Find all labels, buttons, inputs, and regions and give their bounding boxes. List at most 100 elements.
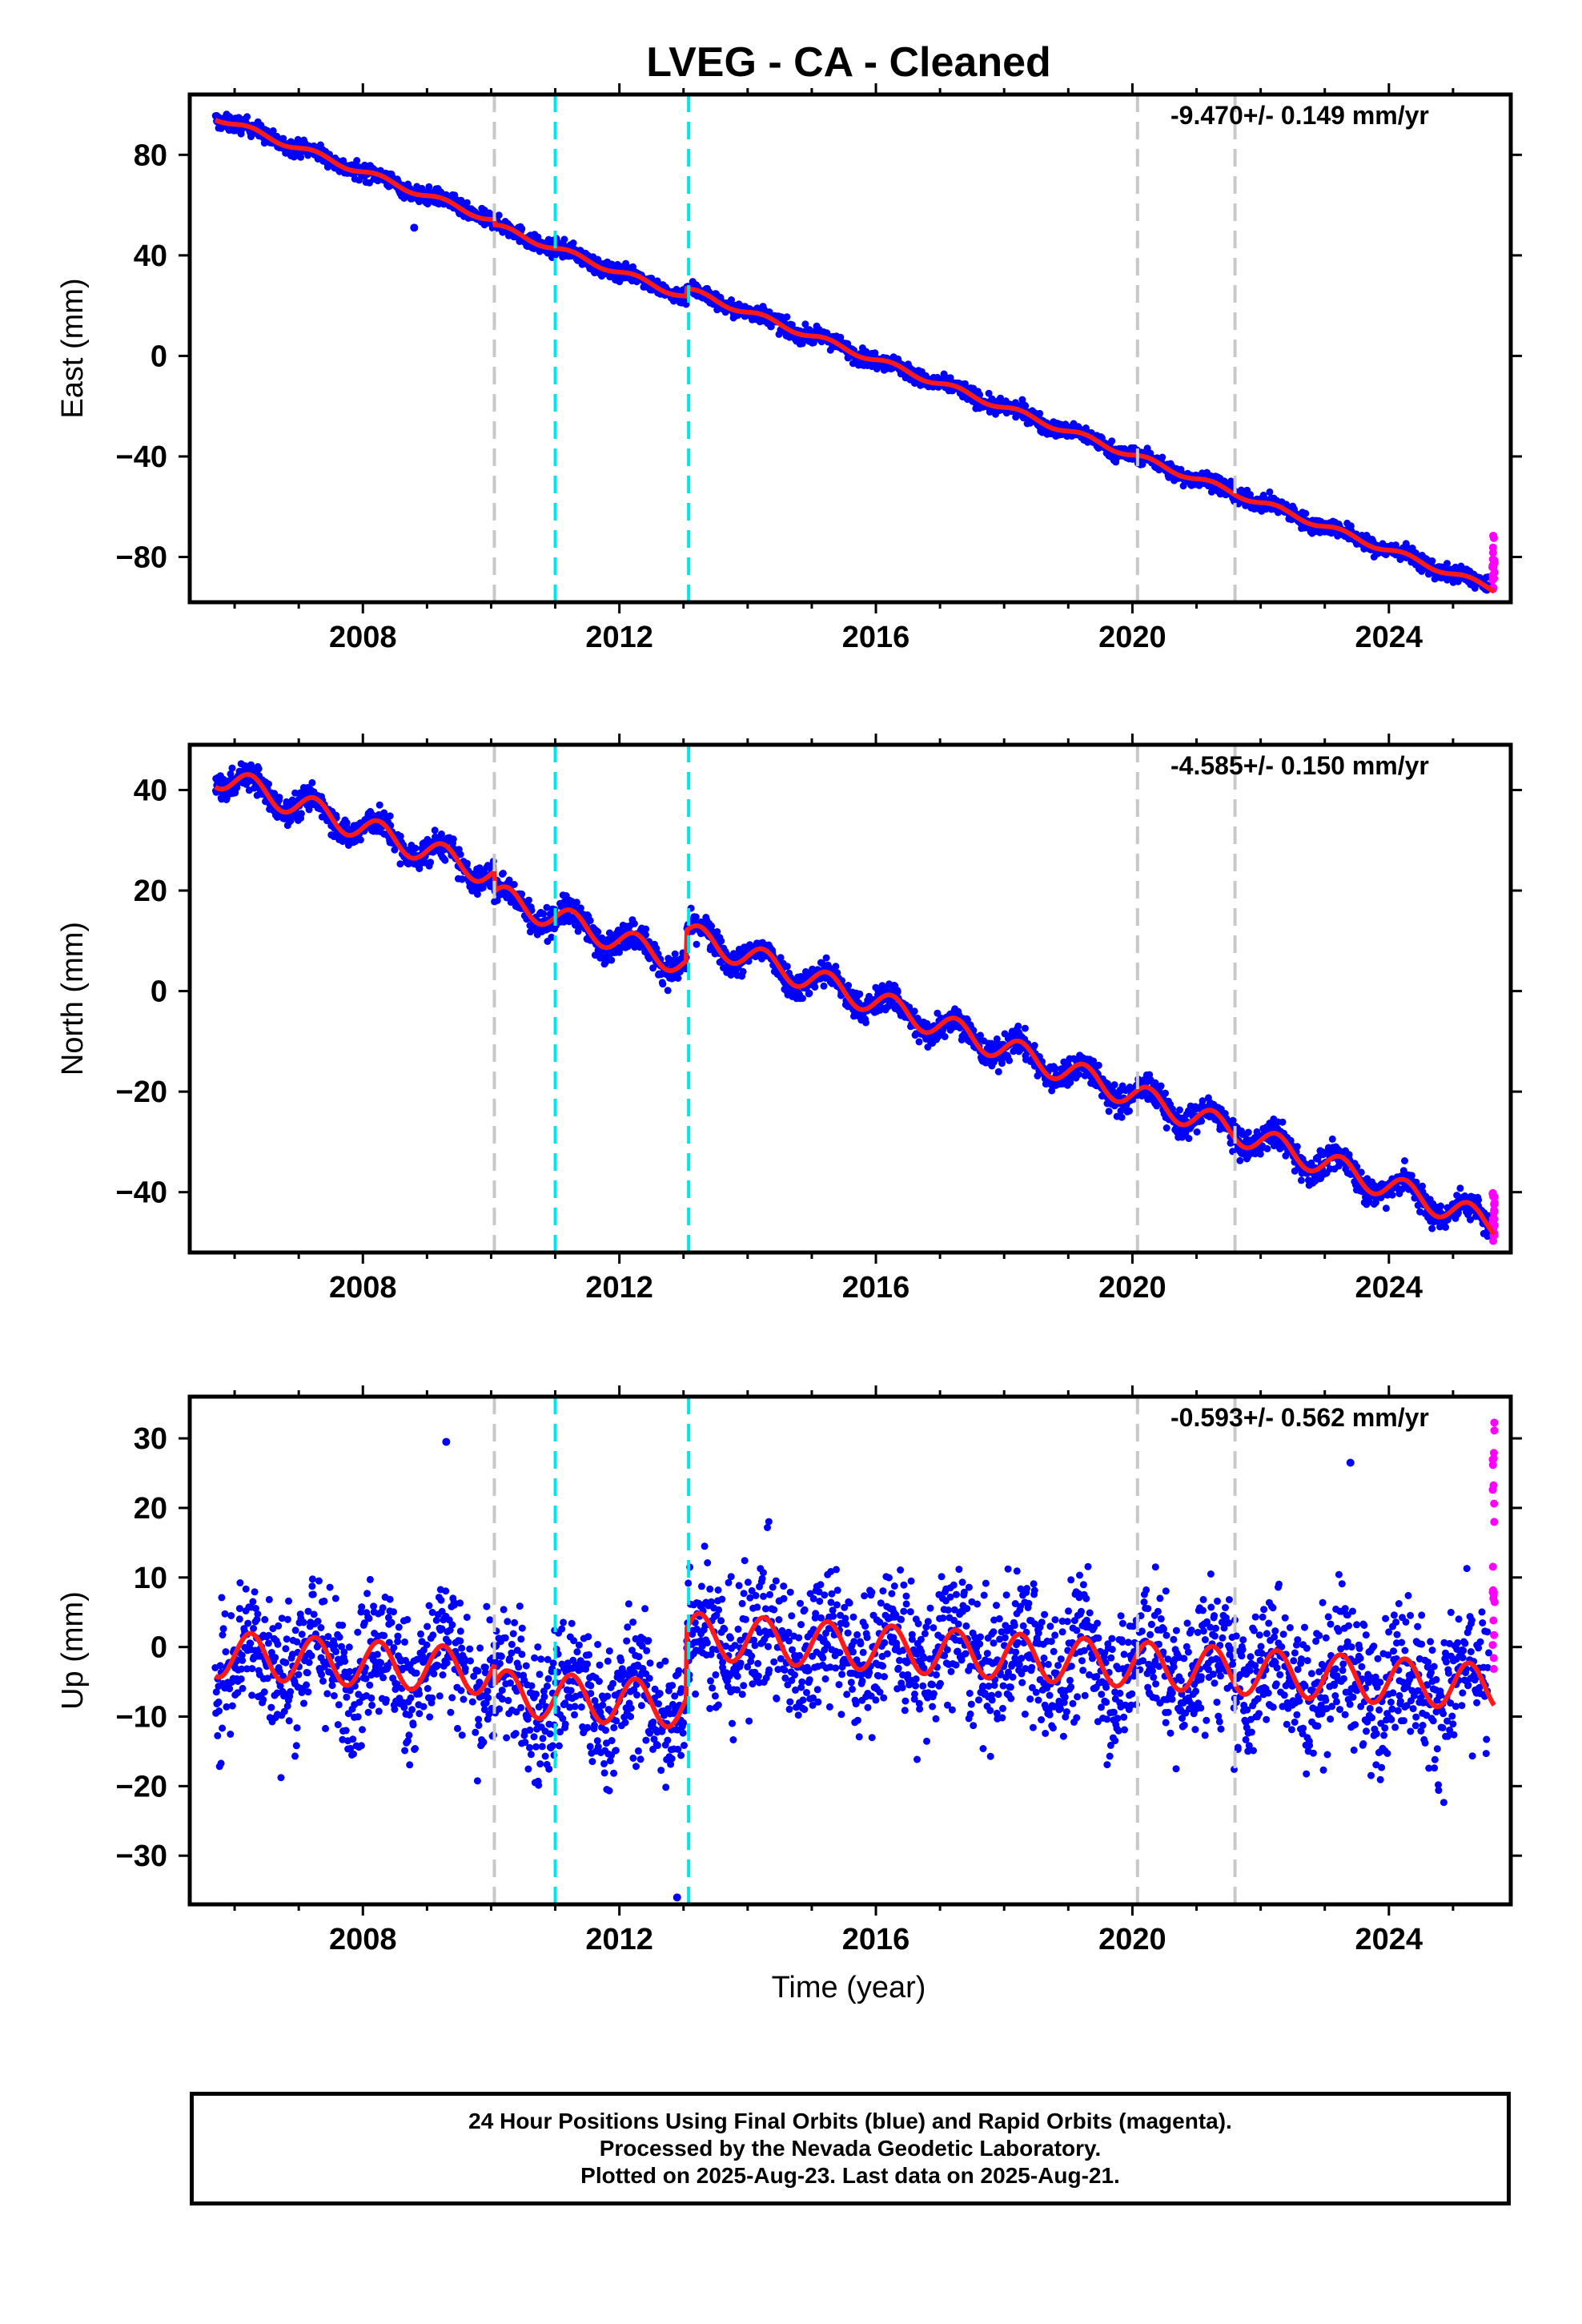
data-point bbox=[386, 812, 394, 820]
data-point bbox=[642, 925, 650, 933]
data-point bbox=[671, 950, 679, 958]
data-point bbox=[1110, 1081, 1118, 1089]
chart-title: LVEG - CA - Cleaned bbox=[646, 39, 1051, 86]
data-point bbox=[510, 881, 518, 888]
data-point bbox=[862, 1019, 869, 1027]
data-point bbox=[576, 904, 584, 912]
data-point bbox=[608, 956, 616, 964]
data-point bbox=[998, 1059, 1006, 1068]
data-point bbox=[339, 157, 347, 165]
data-point bbox=[822, 954, 830, 962]
data-point bbox=[269, 127, 277, 135]
data-point bbox=[664, 987, 672, 995]
data-point bbox=[1428, 557, 1436, 565]
rapid-point bbox=[1488, 561, 1497, 570]
data-point bbox=[265, 780, 272, 788]
outlier-point bbox=[410, 223, 419, 232]
data-point bbox=[1236, 1156, 1244, 1164]
data-point bbox=[1158, 453, 1166, 461]
data-point bbox=[1227, 480, 1235, 488]
plot-area bbox=[211, 111, 1499, 594]
data-point bbox=[893, 987, 901, 995]
x-tick-label: 2016 bbox=[842, 621, 910, 654]
data-point bbox=[518, 225, 526, 233]
data-point bbox=[1263, 1144, 1271, 1152]
data-point bbox=[431, 826, 439, 834]
y-tick-label: 0 bbox=[151, 340, 167, 373]
data-point bbox=[1279, 1118, 1287, 1126]
data-point bbox=[308, 778, 316, 786]
data-point bbox=[1297, 1176, 1305, 1184]
data-point bbox=[457, 196, 465, 204]
data-point bbox=[449, 835, 457, 843]
data-point bbox=[783, 313, 791, 321]
data-point bbox=[1021, 1024, 1029, 1032]
data-point bbox=[820, 982, 828, 990]
y-tick-label: 80 bbox=[134, 139, 167, 172]
data-point bbox=[798, 995, 806, 1003]
y-tick-label: −40 bbox=[116, 440, 167, 474]
data-point bbox=[856, 990, 864, 998]
data-point bbox=[1094, 1061, 1102, 1069]
data-point bbox=[717, 937, 725, 945]
data-point bbox=[1443, 560, 1451, 568]
data-point bbox=[1157, 1082, 1165, 1090]
data-point bbox=[495, 211, 503, 219]
data-point bbox=[1193, 1128, 1201, 1136]
x-tick-label: 2020 bbox=[1098, 621, 1166, 654]
data-point bbox=[811, 983, 819, 991]
data-point bbox=[832, 963, 840, 971]
data-point bbox=[1014, 1022, 1022, 1030]
x-tick-label: 2024 bbox=[1355, 621, 1423, 654]
data-point bbox=[1266, 488, 1274, 496]
data-point bbox=[1118, 1113, 1126, 1121]
data-point bbox=[427, 858, 435, 866]
data-point bbox=[412, 844, 420, 852]
data-point bbox=[1036, 409, 1044, 417]
data-point bbox=[424, 200, 432, 208]
data-point bbox=[243, 113, 251, 121]
data-point bbox=[375, 801, 383, 809]
data-point bbox=[1006, 1056, 1014, 1064]
data-point bbox=[630, 919, 638, 927]
data-point bbox=[356, 836, 364, 844]
data-point bbox=[594, 928, 602, 936]
data-point bbox=[739, 967, 747, 975]
data-point bbox=[1030, 1042, 1038, 1049]
rate-label: -9.470+/- 0.149 mm/yr bbox=[1170, 101, 1429, 130]
data-point bbox=[297, 810, 305, 818]
data-point bbox=[994, 1068, 1002, 1076]
data-point bbox=[463, 199, 471, 207]
data-point bbox=[728, 296, 735, 304]
data-point bbox=[915, 1038, 923, 1046]
data-point bbox=[255, 765, 263, 773]
data-point bbox=[659, 980, 667, 988]
data-point bbox=[985, 389, 993, 397]
data-point bbox=[1162, 1089, 1169, 1097]
data-point bbox=[1075, 1071, 1082, 1078]
data-point bbox=[1108, 437, 1116, 445]
data-point bbox=[353, 157, 361, 164]
model-fit-line bbox=[214, 118, 1496, 594]
data-point bbox=[693, 940, 701, 948]
data-point bbox=[540, 910, 548, 918]
data-point bbox=[441, 856, 449, 864]
data-point bbox=[275, 794, 283, 802]
rapid-point bbox=[1489, 531, 1498, 540]
data-point bbox=[464, 859, 471, 867]
data-point bbox=[788, 321, 796, 329]
data-point bbox=[946, 374, 954, 382]
data-point bbox=[1022, 402, 1030, 410]
data-point bbox=[524, 896, 532, 904]
data-point bbox=[941, 1033, 949, 1040]
data-point bbox=[1126, 1107, 1133, 1115]
data-point bbox=[674, 975, 682, 982]
y-axis-label: East (mm) bbox=[56, 278, 90, 418]
data-point bbox=[783, 963, 791, 971]
data-point bbox=[805, 989, 813, 997]
data-point bbox=[1244, 1128, 1252, 1136]
data-point bbox=[622, 259, 630, 267]
data-point bbox=[560, 235, 568, 243]
